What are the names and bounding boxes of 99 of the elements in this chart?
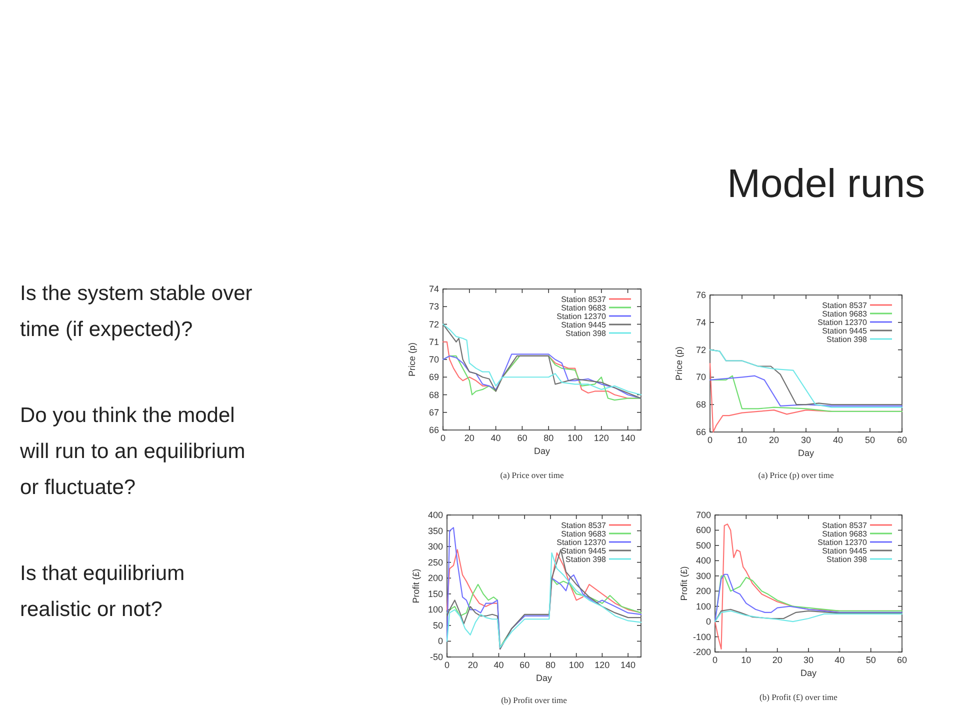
y-tick-label: 500 (696, 540, 711, 550)
x-axis-title: Day (534, 446, 550, 456)
y-tick-label: 68 (428, 390, 439, 400)
legend-label: Station 9445 (561, 546, 607, 556)
y-tick-label: 150 (428, 588, 443, 599)
legend-label: Station 398 (826, 555, 868, 564)
y-tick-label: 68 (696, 400, 706, 410)
legend-label: Station 9445 (822, 326, 868, 336)
y-tick-label: 74 (428, 284, 439, 294)
text: (b) Profit over time (501, 695, 568, 705)
x-tick-label: 40 (490, 433, 501, 443)
text: (a) Price (p) over time (758, 470, 834, 480)
y-tick-label: 250 (428, 557, 443, 568)
x-tick-label: 40 (832, 435, 844, 445)
x-tick-label: 40 (834, 655, 845, 665)
x-tick-label: 60 (520, 660, 530, 670)
y-axis-title: Price (p) (407, 342, 417, 377)
legend-label: Station 9683 (822, 530, 868, 538)
y-tick-label: 72 (428, 319, 439, 330)
y-tick-label: -200 (692, 647, 711, 657)
legend-label: Station 8537 (822, 521, 868, 530)
legend-label: Station 398 (566, 555, 607, 564)
legend-label: Station 398 (566, 329, 607, 338)
y-tick-label: 100 (428, 604, 443, 615)
x-tick-label: 50 (864, 435, 876, 445)
y-tick-label: 600 (696, 525, 711, 536)
y-tick-label: 350 (428, 526, 443, 536)
y-tick-label: 400 (428, 510, 443, 520)
text: Is the system stable over time (if expected)? (20, 282, 252, 341)
x-tick-label: 0 (712, 655, 718, 665)
x-tick-label: 10 (736, 435, 748, 445)
y-axis-title: Profit (£) (679, 566, 689, 601)
text: Is that equilibrium realistic or not? (20, 562, 185, 621)
legend-label: Station 9683 (561, 530, 607, 538)
x-tick-label: 80 (545, 660, 556, 670)
y-tick-label: 72 (696, 344, 706, 355)
y-tick-label: -100 (692, 632, 711, 642)
y-tick-label: 69 (428, 372, 439, 382)
legend-label: Station 9683 (822, 310, 868, 318)
x-tick-label: 0 (444, 660, 450, 670)
x-tick-label: 20 (464, 433, 474, 443)
x-tick-label: 140 (620, 660, 636, 670)
y-tick-label: 200 (428, 573, 443, 584)
y-tick-label: 700 (696, 510, 711, 520)
text: Do you think the model will run to an equilibrium or fluctuate? (19, 404, 246, 499)
legend-label: Station 8537 (822, 301, 868, 310)
y-tick-label: 400 (696, 556, 711, 566)
y-tick-label: 74 (696, 317, 706, 328)
x-tick-label: 100 (568, 660, 584, 670)
x-tick-label: 140 (620, 433, 636, 443)
y-tick-label: 50 (432, 620, 443, 630)
legend-label: Station 12370 (556, 538, 607, 547)
legend-label: Station 9445 (822, 546, 868, 556)
x-tick-label: 60 (896, 655, 908, 665)
y-tick-label: -50 (430, 652, 443, 662)
y-tick-label: 70 (428, 354, 439, 364)
x-tick-label: 40 (494, 660, 504, 670)
x-tick-label: 20 (768, 435, 780, 445)
x-tick-label: 10 (741, 655, 752, 665)
x-axis-title: Day (536, 673, 552, 683)
y-axis-title: Price (p) (674, 346, 684, 381)
y-tick-label: 300 (696, 570, 711, 581)
x-tick-label: 60 (896, 435, 908, 445)
text: Model runs (727, 162, 925, 206)
legend-label: Station 12370 (818, 318, 868, 327)
text: (b) Profit (£) over time (760, 692, 838, 702)
x-tick-label: 30 (800, 435, 812, 445)
legend-label: Station 12370 (556, 312, 607, 321)
y-tick-label: 66 (696, 427, 706, 437)
x-tick-label: 50 (866, 655, 876, 665)
x-tick-label: 80 (544, 433, 554, 443)
x-axis-title: Day (798, 448, 814, 458)
x-tick-label: 100 (567, 433, 583, 443)
y-tick-label: 70 (696, 372, 706, 382)
legend-label: Station 12370 (818, 538, 868, 547)
legend-label: Station 8537 (561, 295, 607, 304)
y-tick-label: 0 (438, 636, 443, 646)
legend-label: Station 9683 (561, 304, 607, 312)
y-tick-label: 0 (706, 616, 711, 627)
y-tick-label: 66 (428, 425, 439, 435)
legend-label: Station 398 (826, 335, 868, 344)
x-tick-label: 60 (517, 433, 528, 443)
y-tick-label: 67 (428, 407, 439, 418)
x-axis-title: Day (800, 668, 817, 678)
x-tick-label: 20 (772, 655, 782, 665)
y-tick-label: 200 (696, 586, 711, 596)
text: (a) Price over time (500, 470, 564, 480)
x-tick-label: 120 (594, 660, 610, 670)
y-tick-label: 100 (696, 601, 711, 612)
y-tick-label: 76 (696, 290, 706, 300)
y-tick-label: 71 (428, 336, 439, 347)
x-tick-label: 120 (594, 433, 609, 443)
x-tick-label: 30 (803, 655, 814, 665)
y-tick-label: 300 (428, 542, 443, 552)
legend-label: Station 9445 (561, 320, 607, 330)
y-tick-label: 73 (428, 302, 439, 312)
legend-label: Station 8537 (561, 521, 607, 530)
x-tick-label: 20 (468, 660, 478, 670)
y-axis-title: Profit (£) (411, 568, 421, 604)
